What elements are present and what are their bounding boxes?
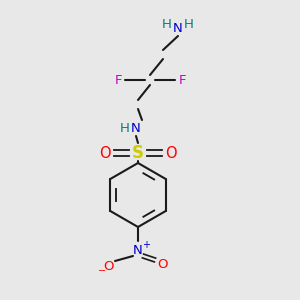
Text: H: H [120,122,130,134]
Text: O: O [157,259,167,272]
Text: N: N [173,22,183,35]
Text: H: H [162,19,172,32]
Text: +: + [142,240,150,250]
Text: O: O [99,146,111,160]
Text: H: H [184,19,194,32]
Text: O: O [103,260,113,272]
Text: N: N [133,244,143,256]
Text: N: N [131,122,141,134]
Text: F: F [114,74,122,86]
Text: F: F [178,74,186,86]
Text: S: S [132,144,144,162]
Text: −: − [98,266,106,276]
Text: O: O [165,146,177,160]
